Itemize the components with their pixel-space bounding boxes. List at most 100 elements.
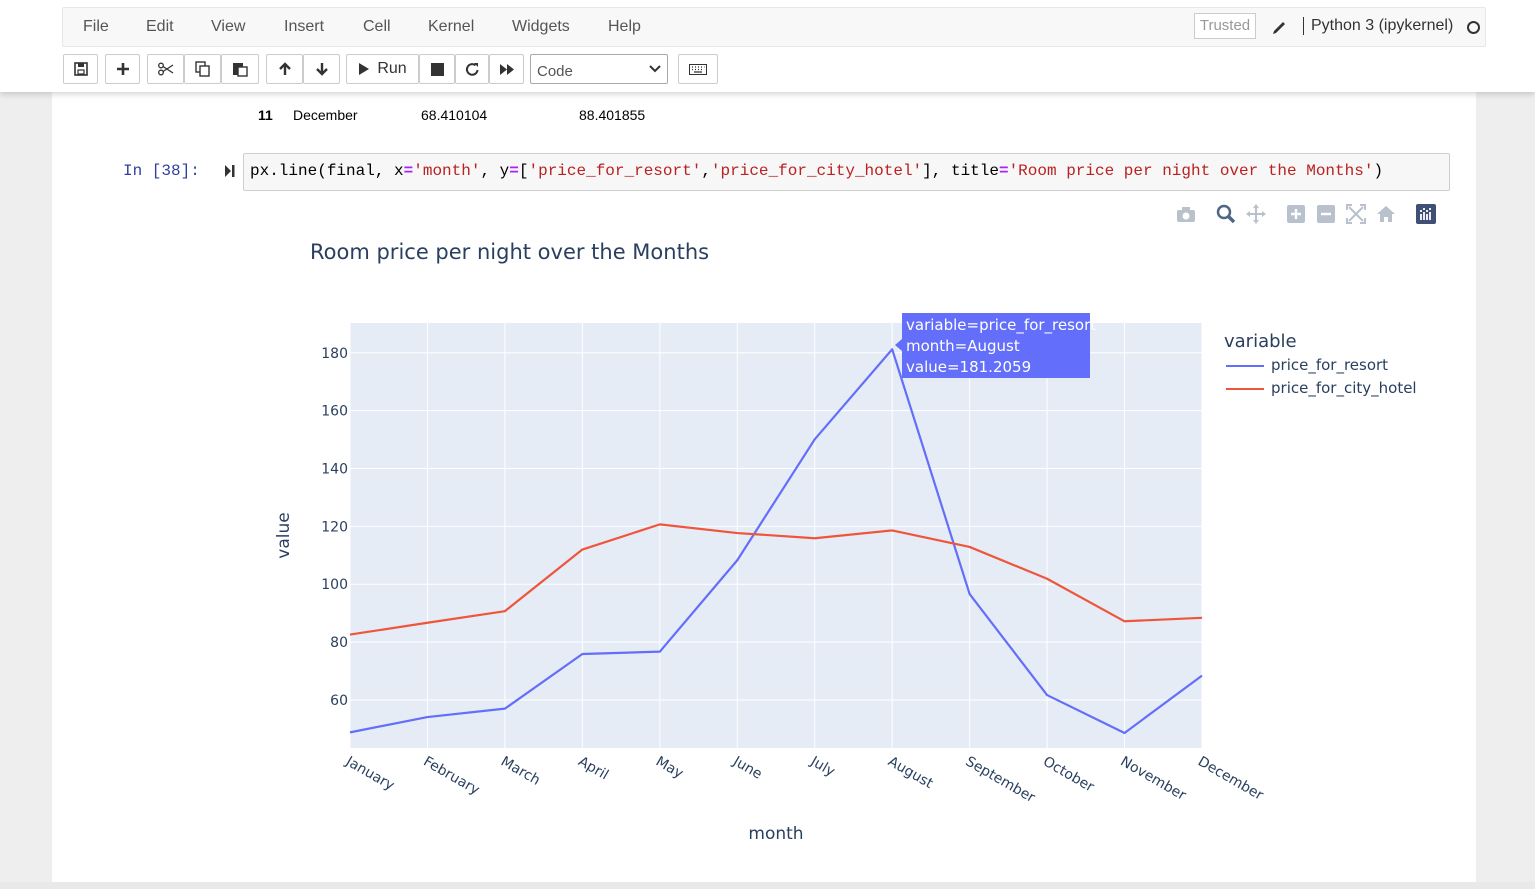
- x-tick-label: August: [885, 754, 936, 793]
- move-up-icon: [278, 62, 291, 75]
- code-token: [: [518, 162, 529, 180]
- legend-swatch: [1226, 388, 1264, 390]
- dataframe-row-index: 11: [258, 107, 273, 123]
- dataframe-cell-resort: 68.410104: [421, 107, 488, 123]
- code-line[interactable]: px.line(final, x='month', y=['price_for_…: [250, 162, 1383, 180]
- menu-file[interactable]: File: [83, 18, 109, 35]
- menu-kernel[interactable]: Kernel: [428, 18, 475, 35]
- move-down-button[interactable]: [303, 54, 340, 84]
- y-tick-label: 80: [330, 635, 348, 651]
- tooltip-line-value: value=181.2059: [906, 358, 1032, 376]
- zoom-icon[interactable]: [1215, 203, 1237, 225]
- code-token: px.line(final, x: [250, 162, 404, 180]
- y-tick-label: 100: [321, 577, 348, 593]
- x-tick-label: September: [963, 754, 1038, 807]
- series-line-price-for-city-hotel[interactable]: [349, 523, 1203, 636]
- insert-cell-button[interactable]: [105, 54, 140, 84]
- series-line-price-for-resort[interactable]: [349, 348, 1203, 735]
- pencil-icon[interactable]: [1271, 17, 1287, 35]
- command-palette-button[interactable]: [678, 54, 718, 84]
- plotly-logo-icon[interactable]: [1415, 203, 1437, 225]
- pan-icon[interactable]: [1245, 203, 1267, 225]
- y-tick-label: 160: [321, 404, 348, 420]
- legend-label: price_for_city_hotel: [1271, 379, 1417, 397]
- x-tick-label: October: [1040, 754, 1097, 796]
- fast-forward-icon: [499, 63, 514, 75]
- code-string: 'month': [413, 162, 481, 180]
- menu-view[interactable]: View: [211, 18, 246, 35]
- x-tick-label: April: [575, 754, 611, 784]
- legend-title: variable: [1224, 331, 1297, 352]
- menu-bar: File Edit View Insert Cell Kernel Widget…: [62, 7, 1486, 47]
- x-tick-label: May: [653, 754, 686, 782]
- kernel-idle-icon: [1467, 21, 1480, 34]
- zoom-out-icon[interactable]: [1315, 203, 1337, 225]
- restart-button[interactable]: [455, 54, 489, 84]
- menu-edit[interactable]: Edit: [146, 18, 174, 35]
- y-tick-label: 120: [321, 519, 348, 535]
- run-cell-icon[interactable]: [224, 164, 236, 178]
- move-down-icon: [315, 63, 328, 76]
- code-token: =: [998, 162, 1009, 180]
- y-axis-title: value: [274, 512, 294, 558]
- code-token: =: [509, 162, 519, 180]
- keyboard-icon: [689, 63, 707, 75]
- interrupt-button[interactable]: [419, 54, 455, 84]
- menu-widgets[interactable]: Widgets: [512, 18, 570, 35]
- plus-icon: [116, 63, 129, 75]
- stop-icon: [430, 62, 444, 76]
- notebook-header: File Edit View Insert Cell Kernel Widget…: [0, 0, 1535, 92]
- y-tick-label: 180: [321, 346, 348, 362]
- cell-type-select[interactable]: Code: [530, 54, 668, 84]
- menu-help[interactable]: Help: [608, 18, 641, 35]
- x-tick-label: November: [1118, 754, 1189, 804]
- x-tick-label: February: [420, 754, 482, 799]
- code-token: ,: [701, 162, 711, 180]
- x-tick-label: December: [1195, 754, 1266, 804]
- menu-insert[interactable]: Insert: [284, 18, 325, 35]
- menu-cell[interactable]: Cell: [363, 18, 391, 35]
- page-bottom-edge: [0, 882, 1535, 889]
- hover-tooltip: variable=price_for_resort month=August v…: [895, 313, 1097, 378]
- x-tick-label: June: [729, 753, 764, 783]
- paste-button[interactable]: [221, 54, 259, 84]
- x-tick-label: March: [498, 754, 543, 789]
- kernel-name[interactable]: Python 3 (ipykernel): [1303, 17, 1453, 35]
- chart-title: Room price per night over the Months: [310, 240, 710, 264]
- restart-run-all-button[interactable]: [489, 54, 524, 84]
- code-token: =: [403, 162, 414, 180]
- camera-icon[interactable]: [1175, 203, 1197, 225]
- legend-label: price_for_resort: [1271, 356, 1389, 374]
- code-token: , y: [480, 162, 510, 180]
- paste-icon: [233, 63, 248, 77]
- y-tick-label: 140: [321, 462, 348, 478]
- chevron-down-icon: [649, 65, 661, 73]
- run-icon: [359, 63, 370, 75]
- run-button[interactable]: Run: [346, 54, 419, 84]
- move-up-button[interactable]: [266, 54, 303, 84]
- tooltip-line-month: month=August: [906, 337, 1020, 355]
- copy-button[interactable]: [184, 54, 221, 84]
- code-cell-editor[interactable]: px.line(final, x='month', y=['price_for_…: [243, 153, 1450, 191]
- cut-button[interactable]: [147, 54, 184, 84]
- tooltip-arrow: [895, 339, 902, 351]
- zoom-in-icon[interactable]: [1285, 203, 1307, 225]
- trusted-indicator[interactable]: Trusted: [1194, 13, 1256, 39]
- code-token: ], title: [922, 162, 999, 180]
- save-button[interactable]: [63, 54, 98, 84]
- tooltip-line-variable: variable=price_for_resort: [906, 316, 1097, 334]
- save-icon: [73, 62, 88, 76]
- restart-icon: [465, 62, 478, 76]
- code-token: ): [1373, 162, 1384, 180]
- cut-icon: [157, 62, 173, 76]
- reset-axes-icon[interactable]: [1375, 203, 1397, 225]
- autoscale-icon[interactable]: [1345, 203, 1367, 225]
- legend-swatch: [1226, 365, 1264, 367]
- x-tick-label: July: [807, 753, 838, 780]
- x-axis-title: month: [748, 824, 803, 844]
- copy-icon: [194, 61, 210, 77]
- dataframe-cell-month: December: [293, 107, 358, 123]
- y-tick-label: 60: [330, 693, 348, 709]
- code-string: 'price_for_city_hotel': [710, 162, 923, 180]
